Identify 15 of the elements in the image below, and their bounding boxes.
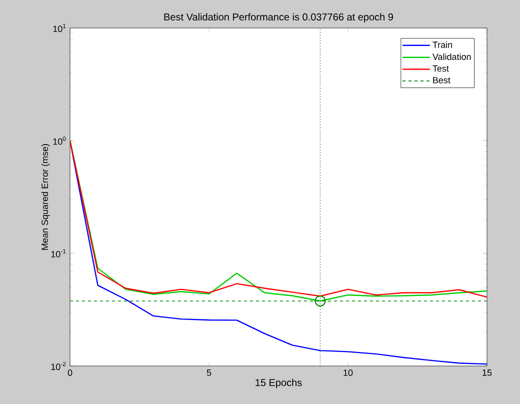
x-tick-label: 10 <box>344 370 353 376</box>
x-tick-label: 15 <box>482 370 492 376</box>
y-tick-label: 10$^{-2}$ <box>51 362 66 370</box>
legend-label: Test <box>432 65 449 72</box>
y-tick-label: 10$^{0}$ <box>53 136 66 145</box>
x-tick-label: 0 <box>68 370 72 376</box>
y-tick-label: 10$^{1}$ <box>53 24 66 32</box>
legend-label: Best <box>433 77 450 84</box>
chart-title: Best Validation Performance is 0.037766 at epoch 9 <box>164 13 393 22</box>
x-tick-label: 5 <box>206 370 212 376</box>
legend-label: Validation <box>432 53 471 60</box>
y-tick-label: 10$^{-1}$ <box>51 249 66 258</box>
x-axis-title: 15 Epochs <box>256 378 302 388</box>
y-axis-title: Mean Squared Error (mse) <box>41 144 50 250</box>
legend-label: Train <box>432 41 452 48</box>
